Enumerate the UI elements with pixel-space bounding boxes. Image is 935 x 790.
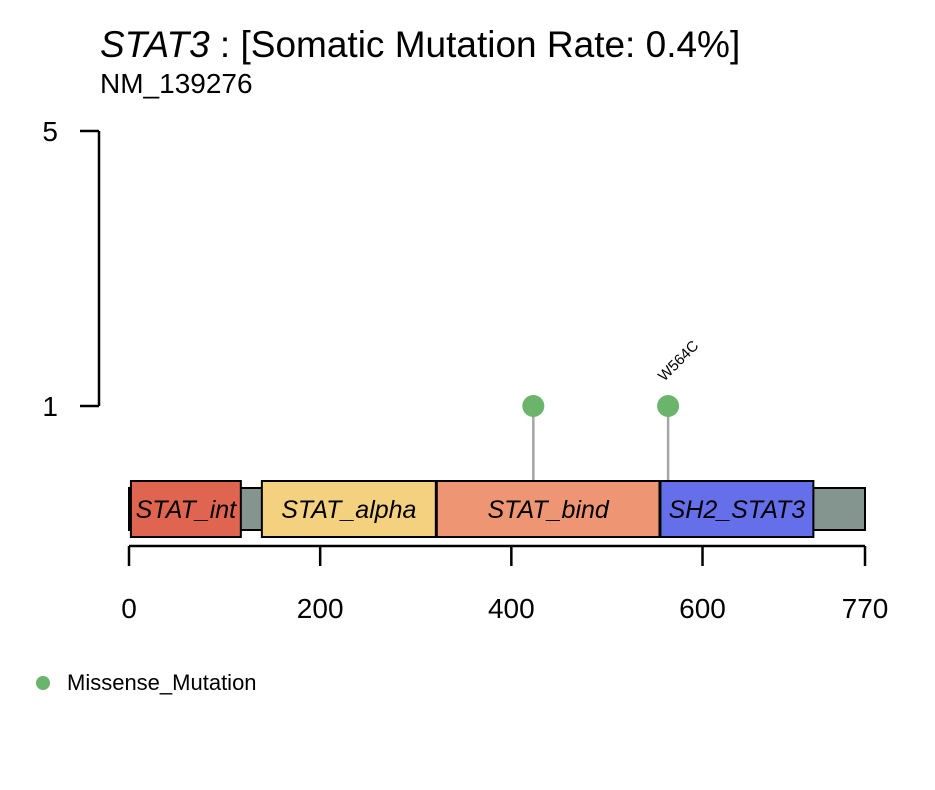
mutation-label-w564c: W564C bbox=[655, 337, 703, 385]
domain-label-stat-bind: STAT_bind bbox=[487, 496, 609, 524]
transcript-id: NM_139276 bbox=[100, 68, 253, 99]
domain-label-stat-alpha: STAT_alpha bbox=[281, 496, 416, 524]
chart-title: STAT3 : [Somatic Mutation Rate: 0.4%] NM… bbox=[100, 22, 740, 100]
x-tick-label-400: 400 bbox=[488, 593, 535, 624]
title-line: STAT3 : [Somatic Mutation Rate: 0.4%] bbox=[100, 22, 740, 68]
domain-box-stat-bind bbox=[435, 480, 661, 538]
x-tick-label-770: 770 bbox=[842, 593, 889, 624]
domain-box-stat-int bbox=[129, 480, 242, 538]
x-tick-label-200: 200 bbox=[297, 593, 344, 624]
y-tick-label-1: 1 bbox=[42, 391, 58, 422]
legend: Missense_Mutation bbox=[36, 670, 257, 696]
domain-stat-bind: STAT_bind bbox=[435, 480, 661, 538]
x-tick-label-600: 600 bbox=[679, 593, 726, 624]
domain-label-stat-int: STAT_int bbox=[136, 496, 238, 524]
x-axis: 0 200 400 600 770 bbox=[121, 544, 889, 624]
domain-box-sh2-stat3 bbox=[659, 480, 815, 538]
legend-missense-label: Missense_Mutation bbox=[67, 670, 257, 695]
mutation-points bbox=[522, 395, 680, 417]
protein-domains: STAT_int STAT_alpha STAT_bind SH2_STAT3 bbox=[129, 480, 815, 538]
mutation-labels: W564C bbox=[655, 337, 703, 385]
legend-missense-marker bbox=[36, 676, 50, 690]
x-tick-label-0: 0 bbox=[121, 593, 137, 624]
mutation-point-1 bbox=[657, 395, 680, 417]
y-tick-label-5: 5 bbox=[42, 116, 58, 147]
domain-sh2-stat3: SH2_STAT3 bbox=[659, 480, 815, 538]
gene-name: STAT3 bbox=[100, 24, 210, 65]
domain-stat-int: STAT_int bbox=[129, 480, 242, 538]
title-rest: : [Somatic Mutation Rate: 0.4%] bbox=[209, 24, 741, 65]
domain-label-sh2-stat3: SH2_STAT3 bbox=[669, 496, 806, 524]
domain-stat-alpha: STAT_alpha bbox=[260, 480, 437, 538]
y-axis: 15 bbox=[42, 116, 101, 422]
mutation-point-0 bbox=[522, 395, 545, 417]
lollipop-stems bbox=[532, 406, 670, 481]
